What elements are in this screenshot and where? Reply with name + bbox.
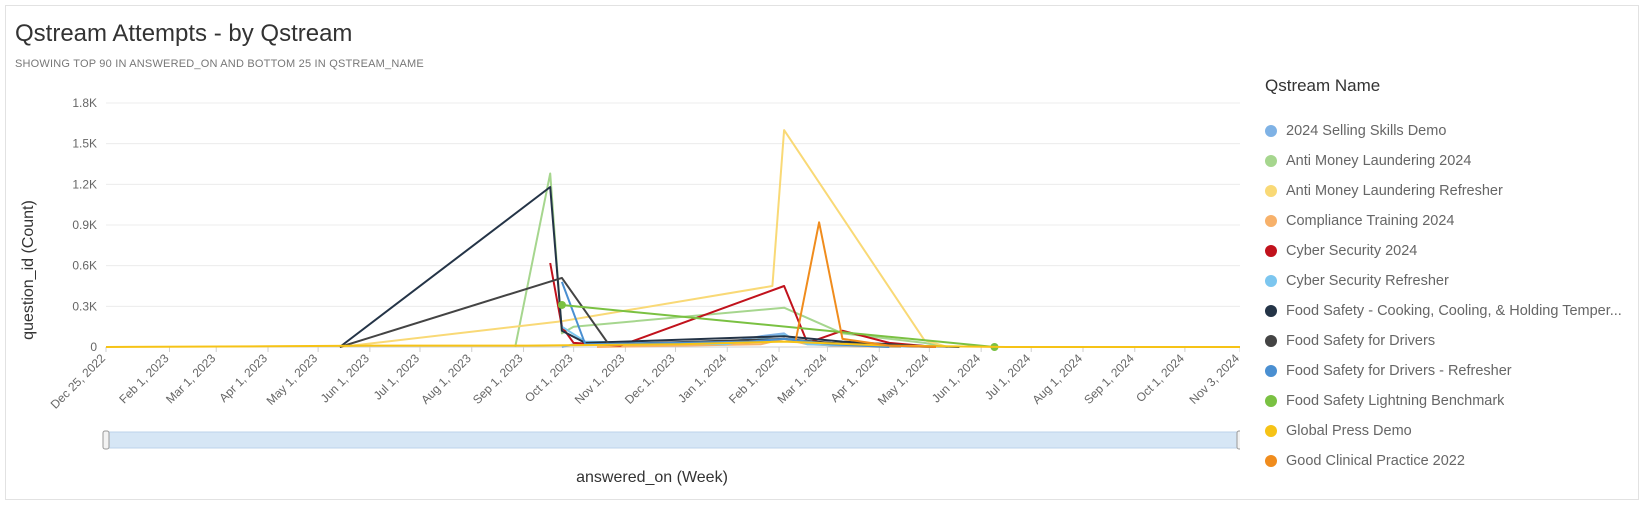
- legend-label: Food Safety Lightning Benchmark: [1286, 393, 1505, 409]
- y-tick-label: 0.3K: [72, 299, 97, 313]
- range-slider[interactable]: [102, 430, 1240, 450]
- legend-items: 2024 Selling Skills Demo Anti Money Laund…: [1265, 116, 1635, 476]
- series-lines[interactable]: [105, 129, 1240, 351]
- legend-dot-icon: [1265, 305, 1277, 317]
- legend-item[interactable]: Food Safety Lightning Benchmark: [1265, 386, 1635, 416]
- series-line[interactable]: [339, 186, 960, 348]
- chart-title: Qstream Attempts - by Qstream: [15, 20, 353, 47]
- legend-dot-icon: [1265, 245, 1277, 257]
- series-line[interactable]: [560, 281, 890, 348]
- legend-dot-icon: [1265, 125, 1277, 137]
- legend-label: Cyber Security Refresher: [1286, 273, 1449, 289]
- line-chart[interactable]: 00.3K0.6K0.9K1.2K1.5K1.8K Dec 25, 2022 Fe…: [0, 0, 1240, 500]
- x-tick-label: Nov 1, 2023: [572, 351, 628, 407]
- x-tick-label: Apr 1, 2024: [828, 351, 882, 405]
- range-slider-handle[interactable]: [102, 430, 110, 450]
- legend-label: Compliance Training 2024: [1286, 213, 1455, 229]
- legend-item[interactable]: Global Press Demo: [1265, 416, 1635, 446]
- legend-label: 2024 Selling Skills Demo: [1286, 123, 1447, 139]
- legend-item[interactable]: Anti Money Laundering 2024: [1265, 146, 1635, 176]
- y-tick-label: 0.6K: [72, 259, 97, 273]
- legend-item[interactable]: Good Clinical Practice 2022: [1265, 446, 1635, 476]
- y-tick-label: 1.5K: [72, 137, 97, 151]
- legend-item[interactable]: Food Safety for Drivers - Refresher: [1265, 356, 1635, 386]
- x-tick-label: Dec 1, 2023: [622, 351, 678, 407]
- x-tick-label: Feb 1, 2024: [726, 351, 781, 406]
- x-tick-label: Mar 1, 2023: [163, 351, 218, 406]
- x-tick-label: Jun 1, 2023: [318, 351, 372, 405]
- legend-item[interactable]: 2024 Selling Skills Demo: [1265, 116, 1635, 146]
- legend-dot-icon: [1265, 185, 1277, 197]
- legend-label: Food Safety for Drivers - Refresher: [1286, 363, 1512, 379]
- x-tick-label: Aug 1, 2023: [418, 351, 474, 407]
- series-line[interactable]: [549, 262, 937, 348]
- y-tick-label: 0: [90, 340, 97, 354]
- series-line[interactable]: [105, 340, 1240, 348]
- legend-dot-icon: [1265, 335, 1277, 347]
- legend-item[interactable]: Cyber Security 2024: [1265, 236, 1635, 266]
- legend-dot-icon: [1265, 425, 1277, 437]
- y-tick-label: 1.8K: [72, 96, 97, 110]
- x-tick-label: Oct 1, 2024: [1133, 351, 1187, 405]
- chart-subtitle: SHOWING TOP 90 IN ANSWERED_ON AND BOTTOM…: [15, 58, 424, 70]
- series-point[interactable]: [557, 300, 566, 309]
- legend-item[interactable]: Food Safety for Drivers: [1265, 326, 1635, 356]
- x-tick-label: Apr 1, 2023: [216, 351, 270, 405]
- legend-dot-icon: [1265, 455, 1277, 467]
- x-tick-label: Jul 1, 2023: [371, 351, 423, 403]
- legend-dot-icon: [1265, 395, 1277, 407]
- range-slider-track[interactable]: [105, 431, 1240, 449]
- legend-label: Good Clinical Practice 2022: [1286, 453, 1465, 469]
- x-tick-label: Mar 1, 2024: [774, 351, 829, 406]
- legend-label: Cyber Security 2024: [1286, 243, 1418, 259]
- y-tick-label: 0.9K: [72, 218, 97, 232]
- legend-item[interactable]: Anti Money Laundering Refresher: [1265, 176, 1635, 206]
- x-axis-title: answered_on (Week): [576, 469, 728, 486]
- legend-item[interactable]: Food Safety - Cooking, Cooling, & Holdin…: [1265, 296, 1635, 326]
- chart-panel: [5, 5, 1639, 500]
- x-tick-label: Jun 1, 2024: [929, 351, 983, 405]
- y-axis-title: question_id (Count): [20, 200, 37, 340]
- legend-title: Qstream Name: [1265, 76, 1381, 95]
- x-tick-label: Aug 1, 2024: [1029, 351, 1085, 407]
- x-tick-label: Jan 1, 2024: [675, 351, 729, 405]
- series-line[interactable]: [339, 129, 948, 348]
- x-tick-label: Sep 1, 2023: [470, 351, 526, 407]
- x-tick-label: May 1, 2024: [875, 351, 932, 408]
- legend-dot-icon: [1265, 365, 1277, 377]
- legend-label: Global Press Demo: [1286, 423, 1412, 439]
- legend-label: Anti Money Laundering Refresher: [1286, 183, 1503, 199]
- legend: Qstream Name 2024 Selling Skills Demo Ant…: [1265, 76, 1635, 476]
- x-tick-label: Jul 1, 2024: [982, 351, 1034, 403]
- series-line[interactable]: [794, 221, 937, 348]
- legend-label: Food Safety for Drivers: [1286, 333, 1436, 349]
- legend-dot-icon: [1265, 275, 1277, 287]
- grid-lines: [106, 102, 1240, 348]
- legend-item[interactable]: Cyber Security Refresher: [1265, 266, 1635, 296]
- series-line[interactable]: [561, 304, 995, 348]
- legend-label: Food Safety - Cooking, Cooling, & Holdin…: [1286, 303, 1622, 319]
- x-tick-label: Nov 3, 2024: [1186, 351, 1240, 407]
- x-tick-label: Dec 25, 2022: [48, 351, 109, 412]
- legend-dot-icon: [1265, 155, 1277, 167]
- range-slider-handle[interactable]: [1236, 430, 1240, 450]
- legend-item[interactable]: Compliance Training 2024: [1265, 206, 1635, 236]
- legend-label: Anti Money Laundering 2024: [1286, 153, 1472, 169]
- y-axis: 0 0.3K 0.6K 0.9K 1.2K 1.5K 1.8K: [72, 96, 97, 354]
- legend-dot-icon: [1265, 215, 1277, 227]
- x-tick-label: Sep 1, 2024: [1081, 351, 1137, 407]
- x-tick-label: May 1, 2023: [264, 351, 321, 408]
- x-tick-label: Oct 1, 2023: [522, 351, 576, 405]
- y-tick-label: 1.2K: [72, 177, 97, 191]
